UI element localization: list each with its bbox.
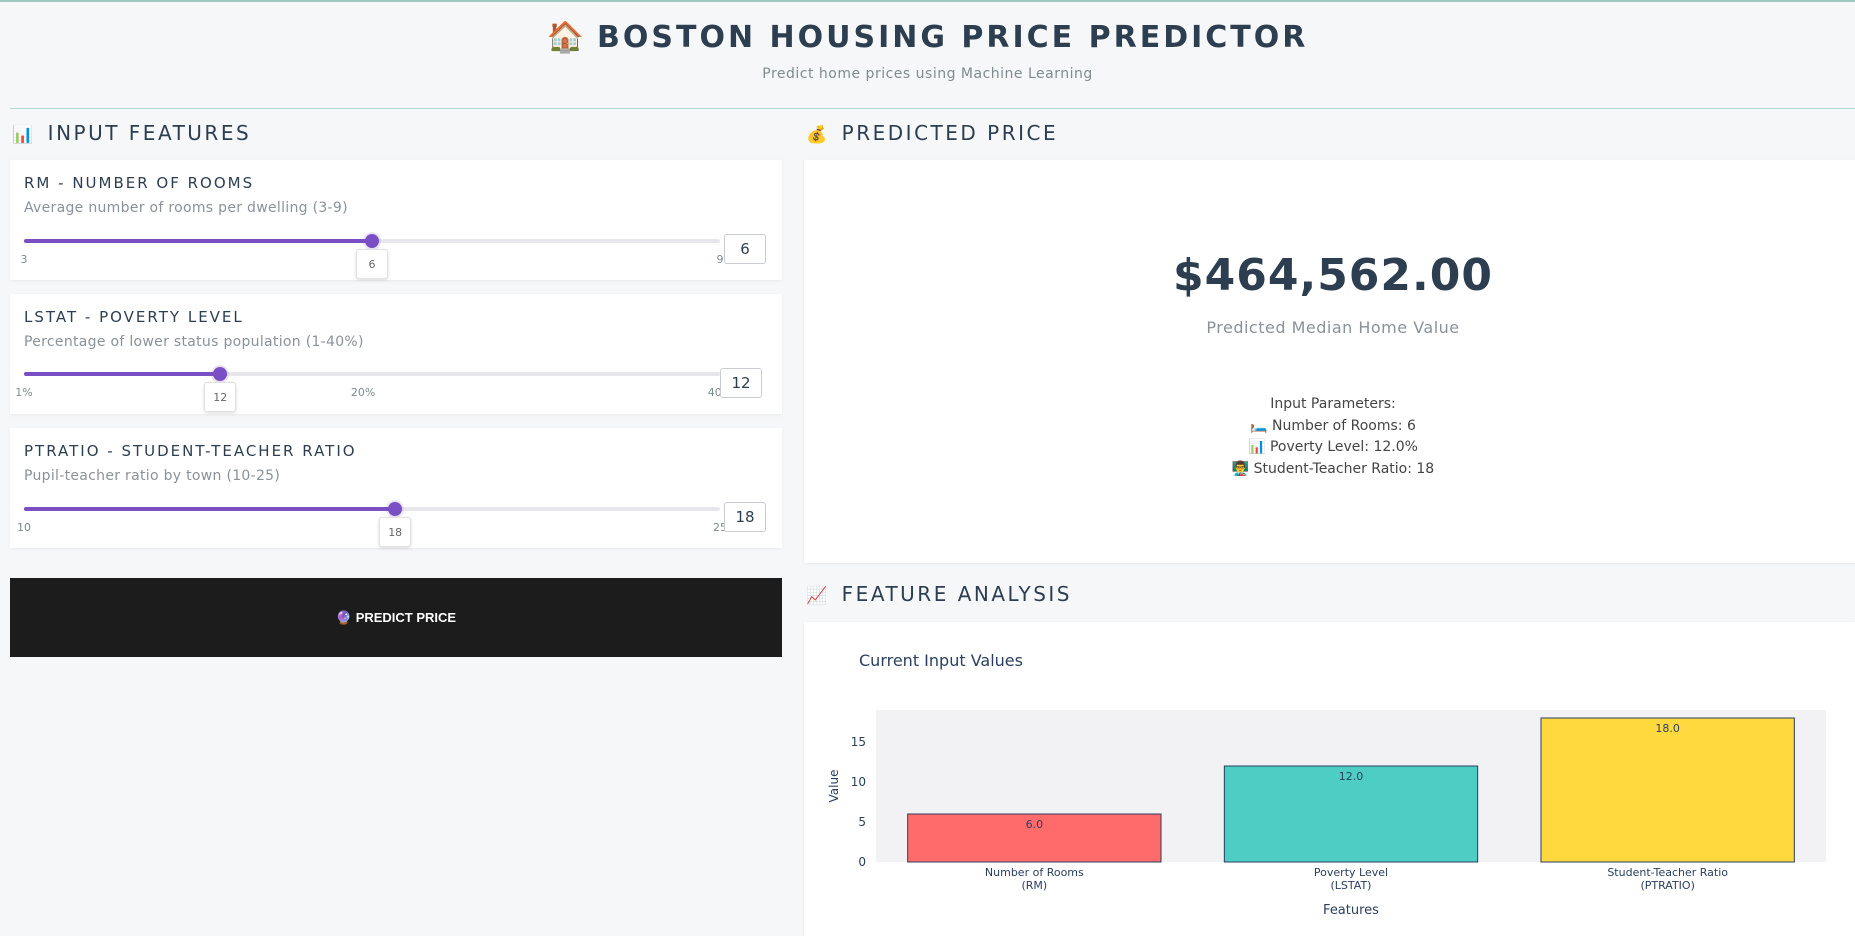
bar-value-label-2: 18.0 [1655,722,1680,735]
lstat-slider[interactable]: 1% 20% 40% 12 [15,367,732,412]
slider-tick-min: 10 [17,521,31,534]
top-border [0,0,1855,2]
bar-chart-icon: 📊 [12,125,36,145]
rm-slider[interactable]: 3 9 6 [21,234,724,279]
predicted-price-heading: 💰 PREDICTED PRICE [806,121,1058,145]
x-tick-label-2-0: Student-Teacher Ratio [1607,866,1728,879]
y-axis-title: Value [827,770,841,803]
param-ratio: 👨‍🏫 Student-Teacher Ratio: 18 [1231,460,1435,477]
ptratio-slider[interactable]: 10 25 18 [17,502,727,547]
feature-title: RM - NUMBER OF ROOMS [24,174,255,192]
x-tick-label-2-1: (PTRATIO) [1640,879,1694,892]
predicted-price-label: Predicted Median Home Value [1206,318,1460,337]
param-poverty: 📊 Poverty Level: 12.0% [1248,439,1418,455]
feature-chart-card: Current Input Values 0 5 10 15 Value 6.0 Number… [804,622,1855,936]
bar-value-label-0: 6.0 [1026,818,1044,831]
header-divider [10,108,1855,109]
feature-title: PTRATIO - STUDENT-TEACHER RATIO [24,442,357,460]
feature-card-lstat: LSTAT - POVERTY LEVEL Percentage of lowe… [10,294,782,414]
slider-thumb[interactable] [365,234,379,248]
bar-value-label-1: 12.0 [1339,770,1364,783]
feature-analysis-heading-text: FEATURE ANALYSIS [841,582,1073,606]
slider-fill [24,372,221,376]
y-tick-label-0: 0 [858,855,866,869]
chart-title: Current Input Values [859,651,1023,670]
ptratio-number-input[interactable]: 18 [724,502,766,532]
x-tick-label-0-0: Number of Rooms [985,866,1084,879]
prediction-card: $464,562.00 Predicted Median Home Value … [804,160,1855,563]
feature-card-ptratio: PTRATIO - STUDENT-TEACHER RATIO Pupil-te… [10,428,782,548]
bar-1 [1223,765,1479,863]
slider-tick-mid: 20% [350,386,376,399]
slider-tooltip: 6 [356,249,388,279]
trend-chart-icon: 📈 [806,586,830,606]
feature-analysis-heading: 📈 FEATURE ANALYSIS [806,582,1072,606]
app-header: 🏠 BOSTON HOUSING PRICE PREDICTOR Predict … [0,0,1855,108]
feature-bar-chart: Current Input Values 0 5 10 15 Value 6.0 Number… [827,651,1826,918]
y-tick-label-3: 15 [851,735,866,749]
input-features-heading: 📊 INPUT FEATURES [12,121,251,145]
param-rooms: 🛏️ Number of Rooms: 6 [1250,417,1416,434]
slider-tooltip: 12 [204,382,237,412]
feature-description: Pupil-teacher ratio by town (10-25) [24,468,281,484]
app-title-text: BOSTON HOUSING PRICE PREDICTOR [597,20,1309,55]
slider-tick-max: 25 [713,521,727,534]
input-parameters-summary: Input Parameters: 🛏️ Number of Rooms: 6 … [804,394,1855,480]
x-tick-label-0-1: (RM) [1021,879,1047,892]
slider-thumb[interactable] [388,502,403,516]
feature-description: Average number of rooms per dwelling (3-… [24,200,348,216]
predicted-price-heading-text: PREDICTED PRICE [841,121,1059,145]
x-axis-title: Features [1323,903,1379,918]
input-features-heading-text: INPUT FEATURES [47,121,252,145]
slider-tooltip: 18 [379,517,412,547]
slider-tick-min: 1% [15,386,33,399]
slider-tick-min: 3 [20,253,28,266]
x-tick-label-1-1: (LSTAT) [1331,879,1372,892]
app-title: 🏠 BOSTON HOUSING PRICE PREDICTOR [0,20,1855,55]
params-title: Input Parameters: [1270,396,1396,412]
x-tick-label-1-0: Poverty Level [1314,866,1388,879]
bar-0 [907,813,1162,863]
bar-2 [1540,717,1795,863]
slider-thumb[interactable] [213,367,228,381]
predicted-price-value: $464,562.00 [1173,250,1493,301]
slider-fill [24,239,372,243]
feature-title: LSTAT - POVERTY LEVEL [24,308,244,326]
rm-number-input[interactable]: 6 [724,234,766,264]
predict-price-button[interactable]: 🔮 PREDICT PRICE [10,578,782,657]
feature-description: Percentage of lower status population (1… [24,334,364,350]
slider-fill [24,507,396,511]
app-subtitle: Predict home prices using Machine Learni… [762,66,1093,82]
lstat-number-input[interactable]: 12 [720,368,762,398]
y-tick-label-2: 10 [851,775,866,789]
slider-tick-max: 9 [716,253,724,266]
feature-card-rm: RM - NUMBER OF ROOMS Average number of r… [10,160,782,280]
money-bag-icon: 💰 [806,125,830,145]
house-icon: 🏠 [546,20,587,55]
y-tick-label-1: 5 [858,815,866,829]
